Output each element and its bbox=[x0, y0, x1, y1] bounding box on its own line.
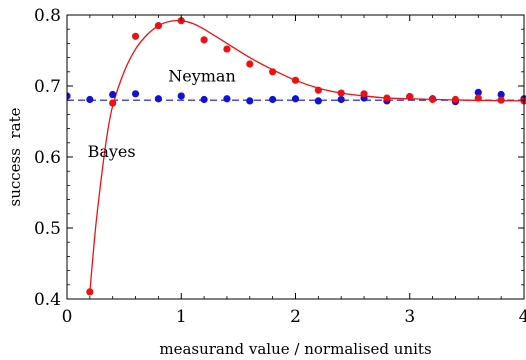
bayes-point bbox=[429, 95, 437, 104]
bayes-point bbox=[154, 22, 162, 30]
series-group bbox=[67, 17, 526, 296]
neyman-point bbox=[200, 95, 208, 104]
annotation-bayes: Bayes bbox=[88, 142, 136, 161]
annotation-neyman: Neyman bbox=[168, 67, 236, 86]
x-tick-label: 2 bbox=[290, 307, 301, 327]
y-axis-title: success rate bbox=[6, 107, 24, 206]
neyman-point bbox=[474, 88, 482, 96]
bayes-point bbox=[474, 94, 482, 102]
x-tick-label: 0 bbox=[62, 307, 73, 327]
bayes-point bbox=[109, 99, 117, 107]
y-tick-label: 0.8 bbox=[34, 6, 61, 26]
neyman-point bbox=[337, 95, 345, 104]
bayes-point bbox=[246, 60, 254, 68]
x-tick-label: 1 bbox=[176, 307, 187, 327]
bayes-point bbox=[406, 93, 414, 101]
neyman-point bbox=[497, 90, 505, 99]
neyman-point bbox=[246, 97, 254, 105]
bayes-point bbox=[200, 36, 208, 44]
neyman-point bbox=[223, 95, 231, 103]
bayes-point bbox=[497, 96, 505, 104]
bayes-point bbox=[360, 90, 368, 98]
bayes-point bbox=[291, 76, 300, 84]
neyman-point bbox=[86, 95, 94, 104]
bayes-point bbox=[451, 95, 460, 104]
neyman-point bbox=[67, 92, 71, 100]
bayes-point bbox=[223, 45, 231, 53]
bayes-point bbox=[314, 86, 322, 94]
neyman-point bbox=[314, 97, 322, 105]
neyman-point bbox=[291, 95, 300, 103]
y-tick-label: 0.7 bbox=[34, 77, 61, 97]
neyman-point bbox=[154, 95, 162, 103]
series-layer bbox=[67, 17, 526, 296]
x-axis-title: measurand value / normalised units bbox=[159, 340, 431, 358]
y-tick-label: 0.5 bbox=[34, 219, 61, 239]
neyman-point bbox=[131, 90, 140, 98]
x-tick-label: 3 bbox=[404, 307, 415, 327]
bayes-point bbox=[131, 32, 140, 40]
bayes-point bbox=[269, 68, 277, 76]
neyman-point bbox=[269, 95, 277, 104]
neyman-point bbox=[177, 92, 185, 100]
x-tick-label: 4 bbox=[519, 307, 526, 327]
neyman-point bbox=[109, 90, 117, 99]
bayes-point bbox=[383, 94, 391, 102]
y-tick-label: 0.6 bbox=[34, 148, 61, 168]
bayes-point bbox=[520, 97, 526, 105]
y-tick-label: 0.4 bbox=[34, 290, 61, 310]
bayes-point bbox=[337, 89, 345, 97]
bayes-fit-curve bbox=[89, 19, 525, 292]
bayes-point bbox=[86, 288, 94, 296]
axes-layer: 0 1 2 3 4 0.4 0.5 0.6 0.7 0.8 bbox=[34, 6, 526, 327]
